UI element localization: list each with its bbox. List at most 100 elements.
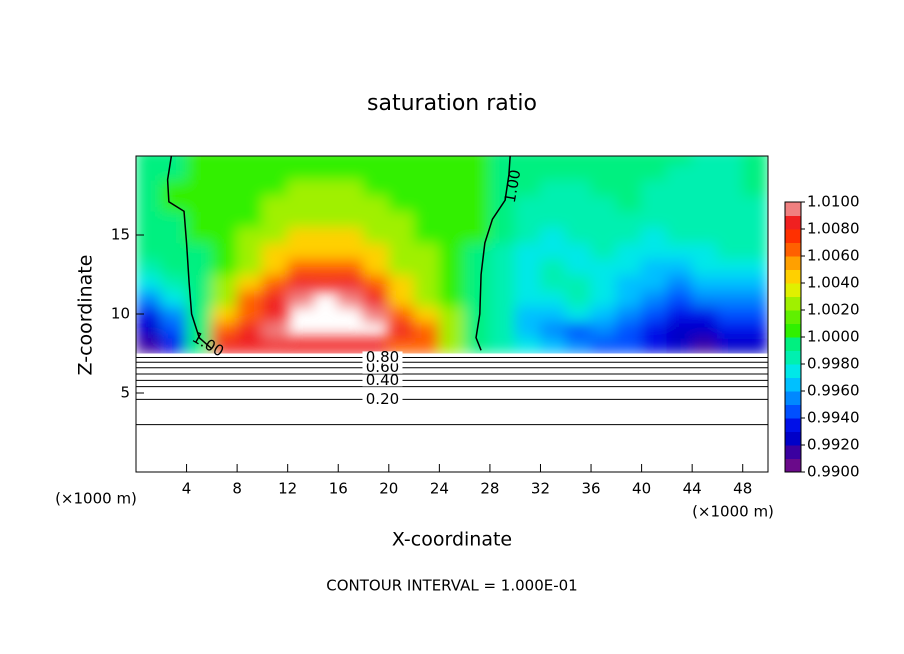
field-cell — [464, 242, 491, 260]
field-cell — [666, 195, 693, 212]
field-cell — [312, 258, 339, 275]
field-cell — [590, 289, 617, 307]
field-cell — [261, 210, 289, 228]
field-cell — [413, 242, 440, 260]
field-cell — [514, 242, 541, 260]
field-cell — [565, 242, 592, 260]
field-cell — [211, 258, 238, 275]
field-cell — [236, 337, 263, 354]
field-cell — [261, 289, 289, 307]
colorbar-tick-label: 0.9920 — [807, 436, 860, 454]
contour-curve — [475, 155, 511, 351]
field-cell — [236, 242, 263, 260]
field-cell — [363, 274, 390, 291]
field-cell — [615, 337, 643, 354]
field-cell — [590, 195, 617, 212]
field-cell — [287, 242, 314, 260]
field-cell — [211, 226, 238, 244]
colorbar-tick-label: 1.0040 — [807, 274, 860, 292]
field-cell — [186, 289, 213, 307]
field-cell — [388, 163, 415, 181]
field-cell — [716, 226, 744, 244]
field-cell — [716, 305, 744, 323]
field-cell — [464, 226, 491, 244]
field-cell — [312, 337, 339, 354]
field-cell — [136, 156, 162, 165]
field-cell — [211, 179, 238, 196]
field-cell — [211, 321, 238, 339]
field-cell — [615, 321, 643, 339]
field-cell — [136, 242, 162, 260]
field-cell — [539, 210, 567, 228]
field-cell — [742, 274, 768, 291]
field-cell — [539, 195, 567, 212]
field-cell — [363, 210, 390, 228]
field-cell — [160, 163, 188, 181]
colorbar-swatch — [785, 458, 801, 473]
field-cell — [691, 321, 718, 339]
field-cell — [590, 226, 617, 244]
field-cell — [514, 163, 541, 181]
field-cell — [641, 210, 668, 228]
field-cell — [489, 289, 516, 307]
footnote: CONTOUR INTERVAL = 1.000E-01 — [326, 577, 577, 595]
field-cell — [287, 163, 314, 181]
field-cell — [590, 163, 617, 181]
field-cell — [438, 321, 466, 339]
field-cell — [287, 289, 314, 307]
y-axis-label: Z-coordinate — [75, 255, 97, 376]
field-cell — [716, 274, 744, 291]
field-cell — [312, 195, 339, 212]
field-cell — [261, 274, 289, 291]
colorbar-swatch — [785, 404, 801, 419]
field-cell — [539, 163, 567, 181]
field-cell — [388, 289, 415, 307]
field-cell — [160, 195, 188, 212]
colorbar-tick-label: 1.0000 — [807, 328, 860, 346]
contour-label: 0.40 — [366, 371, 399, 389]
field-cell — [388, 305, 415, 323]
field-cell — [641, 274, 668, 291]
field-cell — [716, 163, 744, 181]
field-cell — [615, 289, 643, 307]
field-cell — [312, 163, 339, 181]
field-cell — [211, 337, 238, 354]
field-cell — [539, 321, 567, 339]
field-cell — [287, 156, 314, 165]
field-cell — [666, 226, 693, 244]
field-cell — [615, 163, 643, 181]
field-cell — [514, 156, 541, 165]
field-cell — [337, 226, 365, 244]
field-cell — [742, 163, 768, 181]
field-cell — [691, 179, 718, 196]
field-cell — [464, 163, 491, 181]
field-cell — [565, 258, 592, 275]
field-cell — [514, 179, 541, 196]
field-cell — [691, 289, 718, 307]
field-cell — [287, 179, 314, 196]
field-cell — [590, 337, 617, 354]
field-cell — [641, 156, 668, 165]
field-cell — [464, 195, 491, 212]
field-cell — [742, 289, 768, 307]
field-cell — [691, 210, 718, 228]
colorbar-tick-label: 0.9960 — [807, 382, 860, 400]
field-cell — [514, 305, 541, 323]
y-tick-label: 10 — [111, 305, 130, 323]
field-cell — [489, 305, 516, 323]
field-cell — [691, 156, 718, 165]
field-cell — [539, 242, 567, 260]
field-cell — [261, 258, 289, 275]
field-cell — [691, 163, 718, 181]
field-cell — [489, 179, 516, 196]
field-cell — [236, 289, 263, 307]
field-cell — [363, 156, 390, 165]
field-cell — [742, 337, 768, 354]
field-cell — [489, 321, 516, 339]
field-cell — [565, 305, 592, 323]
field-cell — [615, 258, 643, 275]
field-cell — [438, 210, 466, 228]
field-cell — [742, 156, 768, 165]
field-cell — [337, 274, 365, 291]
field-cell — [615, 226, 643, 244]
